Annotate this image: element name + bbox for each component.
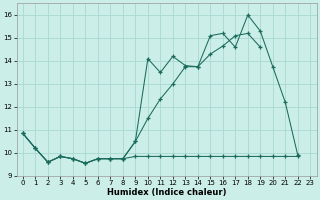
X-axis label: Humidex (Indice chaleur): Humidex (Indice chaleur) [107, 188, 226, 197]
